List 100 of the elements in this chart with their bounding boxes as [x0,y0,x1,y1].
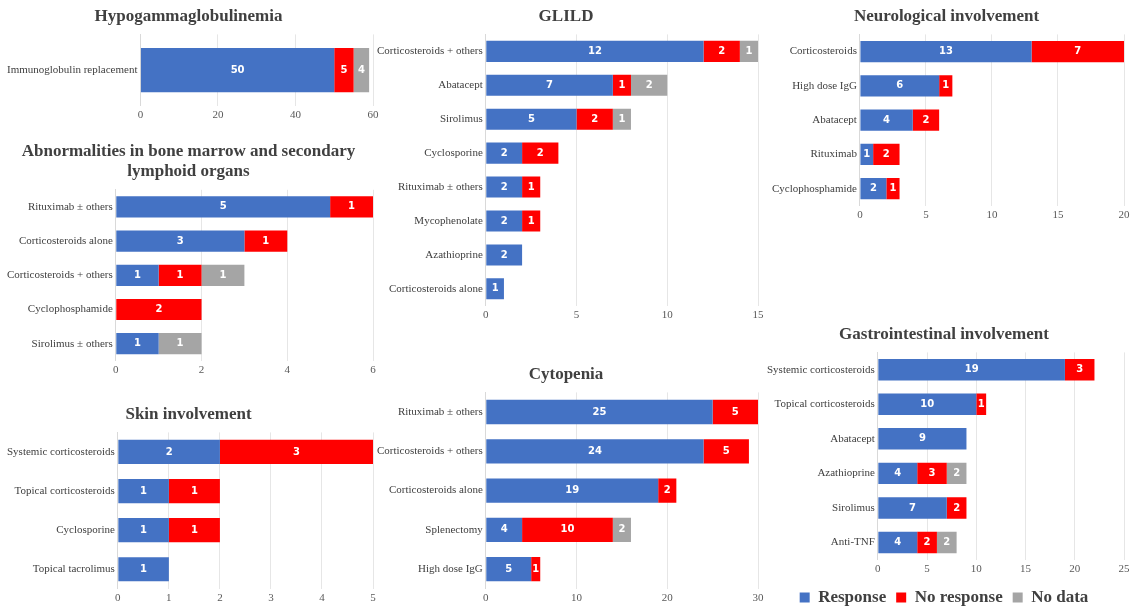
data-label: 2 [869,182,877,194]
chart-title: Hypogammaglobulinemia [94,5,283,25]
bar [486,176,523,198]
bar [486,108,577,130]
bar [576,108,613,130]
data-label: 1 [977,397,985,409]
data-label: 12 [587,44,602,56]
y-tick-label: Azathioprine [425,247,483,260]
x-tick-label: 4 [319,591,326,604]
bar [140,47,335,93]
data-label: 1 [618,78,626,90]
bar [219,439,373,465]
bar [878,393,977,415]
data-label: 5 [722,444,730,456]
bar [334,47,354,93]
x-tick-label: 60 [367,108,379,121]
bar [486,74,613,96]
data-label: 1 [491,282,499,294]
bar [703,40,740,62]
data-label: 2 [882,147,890,159]
chart-title: Neurological involvement [853,5,1040,25]
data-label: 1 [140,523,148,535]
x-tick-label: 15 [1052,208,1064,221]
data-label: 2 [500,248,508,260]
y-tick-label: Abatacept [812,112,857,125]
bar [860,75,940,97]
y-tick-label: Rituximab [810,147,858,160]
bar [522,142,559,164]
chart-title: Skin involvement [125,403,252,423]
data-label: 1 [348,200,356,212]
bar [486,556,532,582]
y-tick-label: Corticosteroids alone [389,483,483,496]
data-label: 3 [292,445,300,457]
y-tick-label: Topical tacrolimus [32,562,115,575]
bar [158,264,202,286]
data-label: 2 [500,180,508,192]
bar [860,40,1032,63]
bar [917,531,937,554]
data-label: 2 [165,445,173,457]
data-label: 2 [943,536,951,548]
data-label: 1 [889,182,897,194]
y-tick-label: Abatacept [830,431,875,444]
bar [158,333,202,355]
x-tick-label: 1 [166,591,172,604]
bar [860,178,887,200]
x-tick-label: 10 [571,591,583,604]
data-label: 3 [176,234,184,246]
bar [946,497,967,519]
y-tick-label: High dose IgG [418,562,483,575]
y-tick-label: Rituximab ± others [397,404,483,417]
data-label: 7 [546,78,554,90]
x-tick-label: 10 [661,308,674,321]
data-label: 1 [190,523,198,535]
bar [486,210,523,232]
bar [116,264,159,286]
y-tick-label: High dose IgG [792,78,857,91]
bar [873,143,900,166]
x-tick-label: 0 [857,208,864,221]
data-label: 9 [918,432,926,444]
bar [168,478,220,504]
bar [486,278,504,300]
y-tick-label: Topical corticosteroids [14,483,115,496]
y-tick-label: Corticosteroids + others [6,268,113,281]
bar [330,196,373,218]
data-label: 13 [939,45,953,57]
data-label: 4 [894,466,902,478]
y-tick-label: Corticosteroids alone [19,233,113,246]
bar [878,428,967,450]
bar [486,517,523,543]
x-tick-label: 20 [661,591,674,604]
y-tick-label: Immunoglobulin replacement [7,62,138,75]
y-tick-label: Abatacept [438,78,483,91]
y-tick-label: Cyclosporine [56,523,115,536]
data-label: 5 [731,405,739,417]
bar [118,518,169,543]
data-label: 7 [1074,45,1082,57]
x-tick-label: 0 [875,562,882,575]
bar [630,74,668,96]
data-label: 5 [340,63,348,75]
chart-title: Cytopenia [528,363,604,383]
data-label: 1 [219,268,227,280]
data-label: 19 [565,484,580,496]
y-tick-label: Sirolimus [440,112,483,125]
x-tick-label: 2 [217,591,223,604]
y-tick-label: Cyclophosphamide [772,181,858,194]
data-label: 2 [500,146,508,158]
bar [712,399,758,425]
x-tick-label: 10 [970,562,983,575]
bar [878,531,918,554]
data-label: 1 [262,234,270,246]
x-tick-label: 5 [573,308,580,321]
data-label: 4 [894,536,902,548]
data-label: 4 [500,523,508,535]
bar [860,109,913,131]
y-tick-label: Corticosteroids [789,44,857,57]
bar [116,333,159,355]
y-tick-label: Corticosteroids + others [376,44,483,57]
bar [244,230,288,252]
y-tick-label: Rituximab ± others [397,179,483,192]
data-label: 1 [190,484,198,496]
